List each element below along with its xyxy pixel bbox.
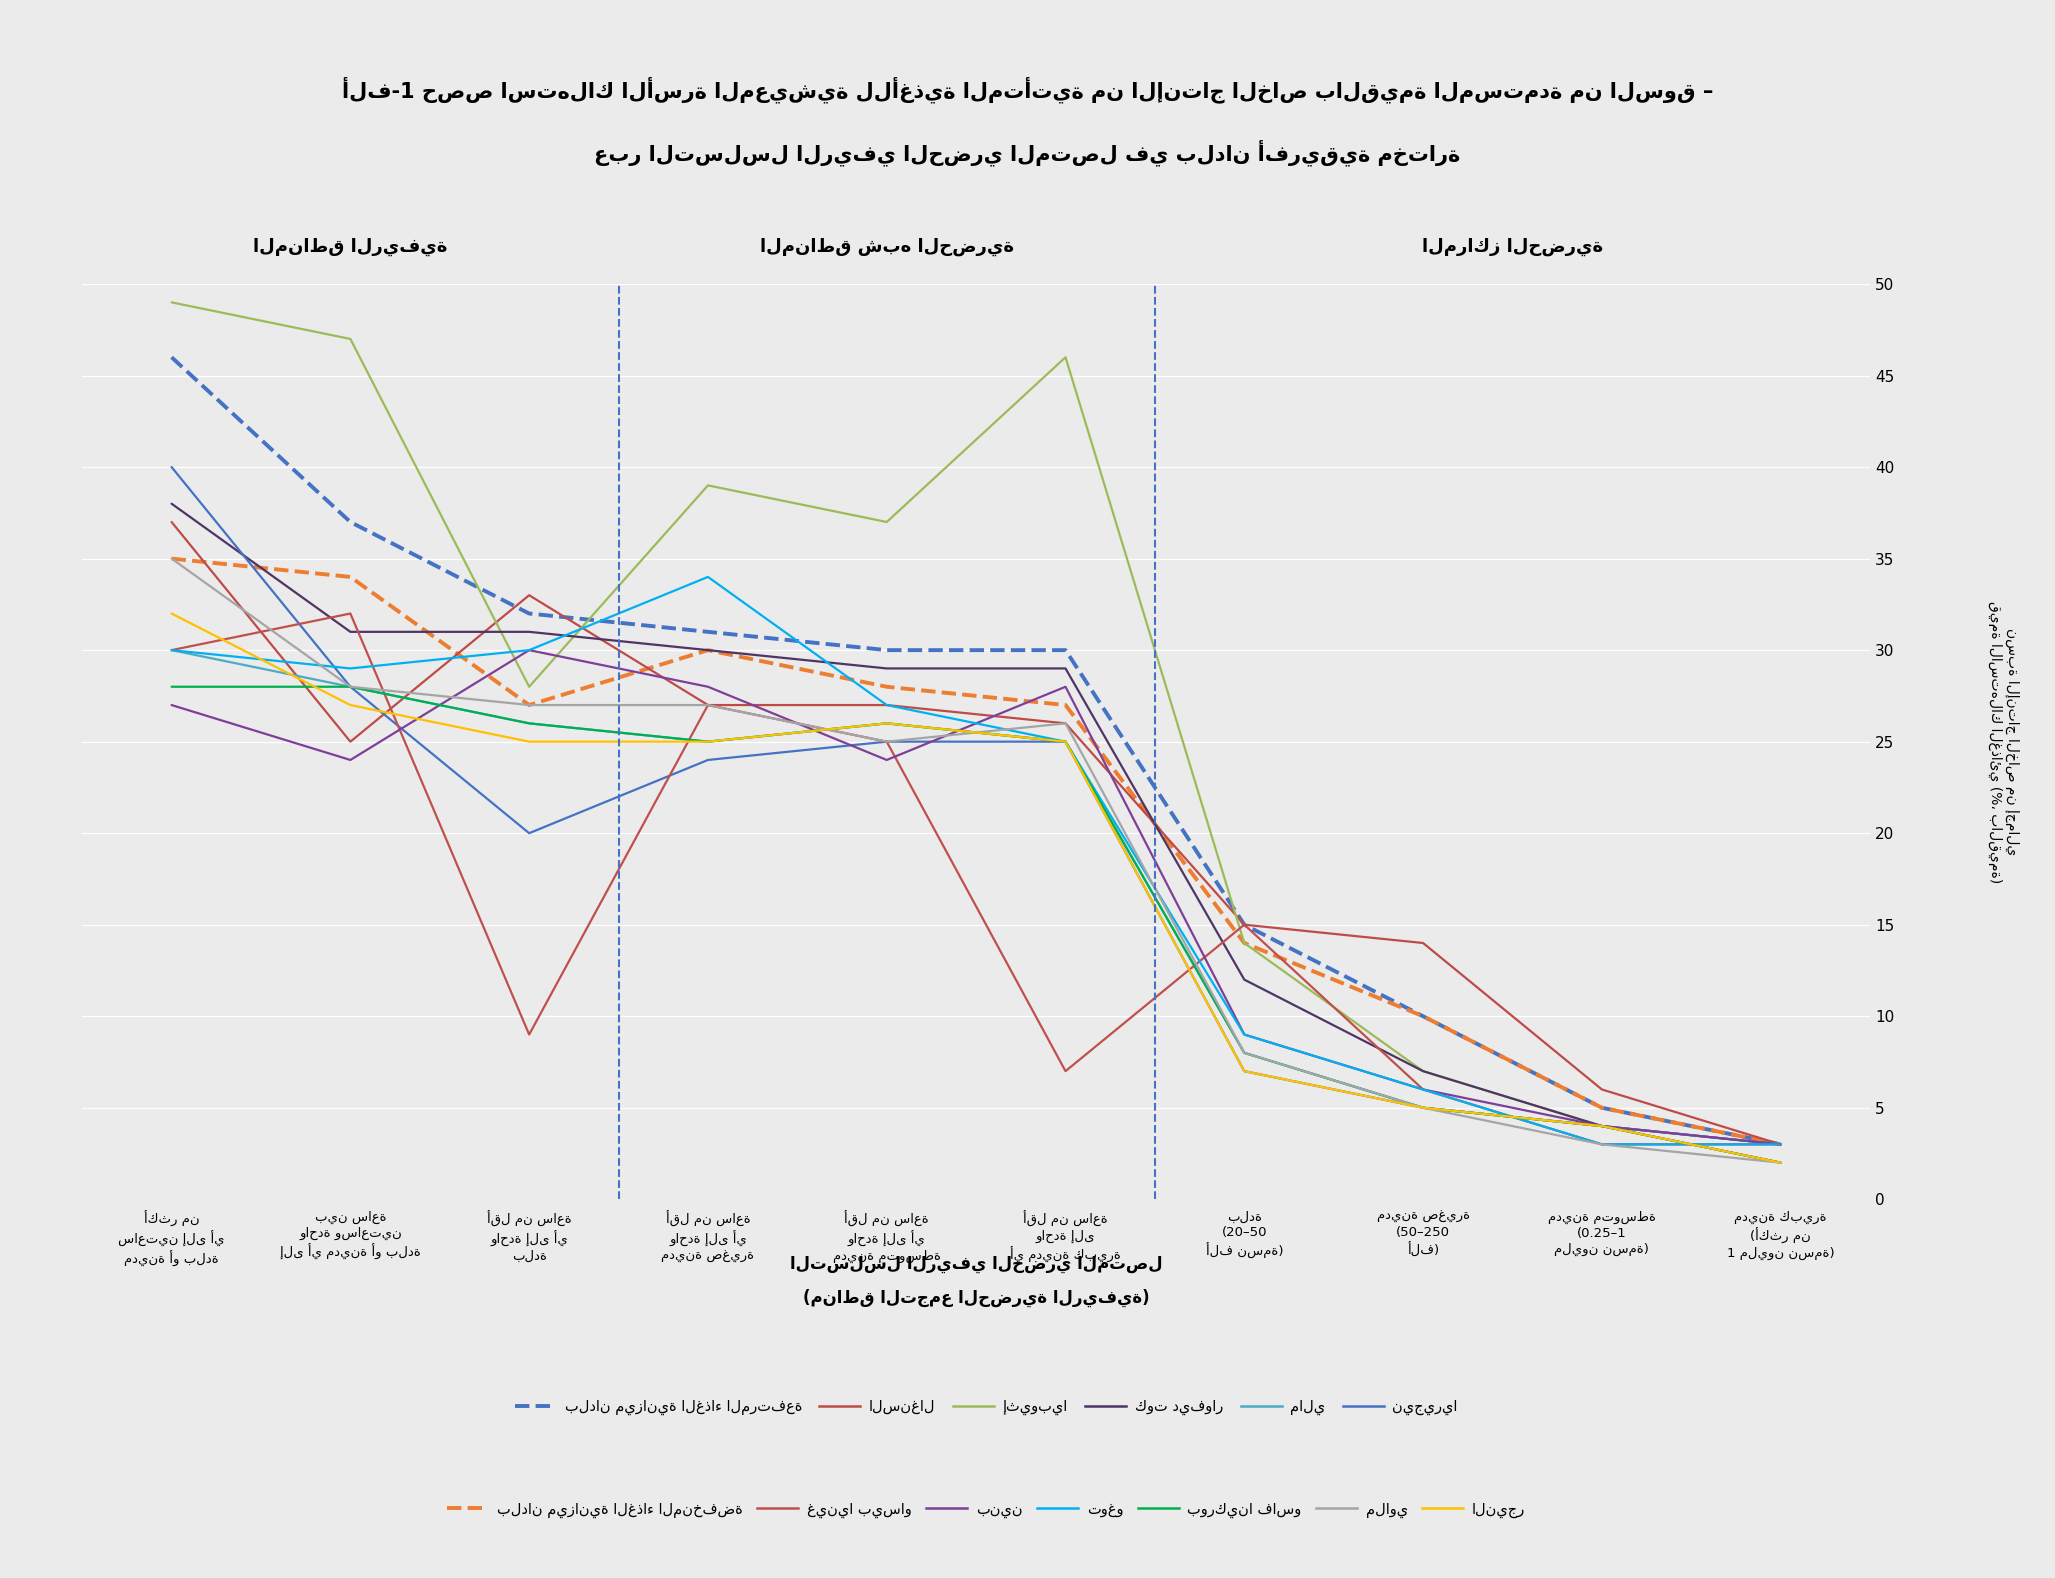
Text: ألف-1 حصص استهلاك الأسرة المعيشية للأغذية المتأتية من الإنتاج الخاص بالقيمة المس: ألف-1 حصص استهلاك الأسرة المعيشية للأغذي… <box>341 76 1714 103</box>
Text: (مناطق التجمع الحضرية الريفية): (مناطق التجمع الحضرية الريفية) <box>804 1289 1149 1308</box>
Text: نسبة الإنتاج الخاص من إجمالي
قيمة الاستهلاك الغذائي (%، بالقيمة): نسبة الإنتاج الخاص من إجمالي قيمة الاسته… <box>1987 601 2020 882</box>
Text: المناطق شبه الحضرية: المناطق شبه الحضرية <box>760 237 1013 256</box>
Legend: بلدان ميزانية الغذاء المنخفضة, غينيا بيساو, بنين, توغو, بوركينا فاسو, ملاوي, الن: بلدان ميزانية الغذاء المنخفضة, غينيا بيس… <box>442 1496 1531 1523</box>
Legend: بلدان ميزانية الغذاء المرتفعة, السنغال, إثيوبيا, كوت ديفوار, مالي, نيجيريا: بلدان ميزانية الغذاء المرتفعة, السنغال, … <box>510 1393 1463 1420</box>
Text: التسلسل الريفي الحضري المتصل: التسلسل الريفي الحضري المتصل <box>789 1255 1163 1272</box>
Text: المراكز الحضرية: المراكز الحضرية <box>1422 237 1603 256</box>
Text: المناطق الريفية: المناطق الريفية <box>253 237 448 256</box>
Text: عبر التسلسل الريفي الحضري المتصل في بلدان أفريقية مختارة: عبر التسلسل الريفي الحضري المتصل في بلدا… <box>594 139 1461 166</box>
